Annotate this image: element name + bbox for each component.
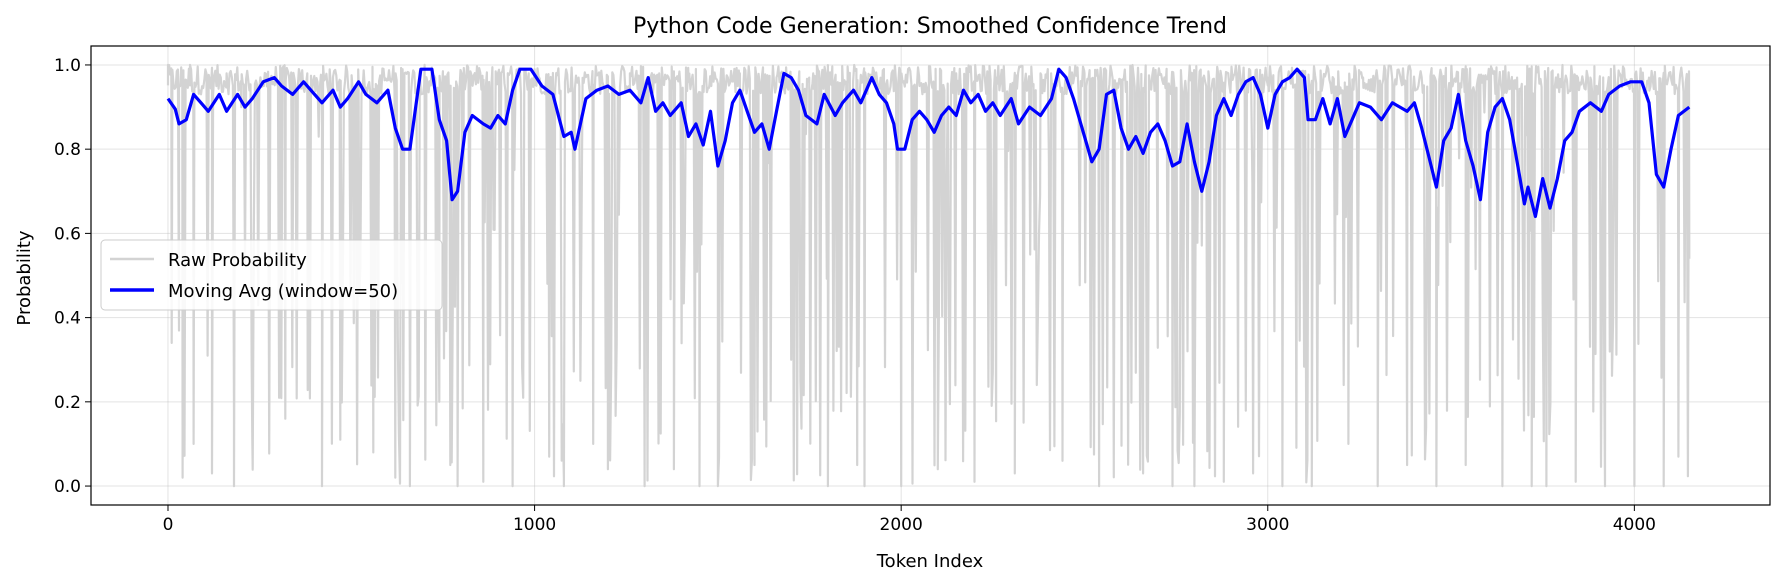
moving-average-series	[166, 67, 1691, 219]
chart-title: Python Code Generation: Smoothed Confide…	[633, 14, 1227, 39]
legend-label-raw: Raw Probability	[168, 250, 307, 271]
raw-probability-line	[166, 63, 1691, 488]
x-axis-label: Token Index	[876, 551, 984, 572]
y-tick-label: 0.2	[54, 393, 81, 413]
y-tick-label: 0.0	[54, 477, 81, 497]
x-tick-label: 4000	[1613, 515, 1656, 535]
plot-frame	[90, 45, 1771, 506]
y-tick-label: 0.4	[54, 309, 81, 329]
moving-average-line	[166, 67, 1691, 219]
x-tick-label: 0	[163, 515, 174, 535]
y-tick-label: 0.8	[54, 140, 81, 160]
y-axis-ticks: 0.0 0.2 0.4 0.6 0.8 1.0	[54, 56, 91, 497]
x-tick-label: 3000	[1246, 515, 1289, 535]
legend-label-moving-avg: Moving Avg (window=50)	[168, 281, 398, 302]
y-tick-label: 1.0	[54, 56, 81, 76]
x-tick-label: 2000	[880, 515, 923, 535]
y-axis-label: Probability	[14, 230, 35, 325]
legend: Raw Probability Moving Avg (window=50)	[100, 239, 443, 311]
legend-box	[100, 239, 443, 311]
raw-probability-series	[166, 63, 1691, 488]
x-axis-ticks: 0 1000 2000 3000 4000	[163, 505, 1656, 535]
x-tick-label: 1000	[513, 515, 556, 535]
y-tick-label: 0.6	[54, 224, 81, 244]
